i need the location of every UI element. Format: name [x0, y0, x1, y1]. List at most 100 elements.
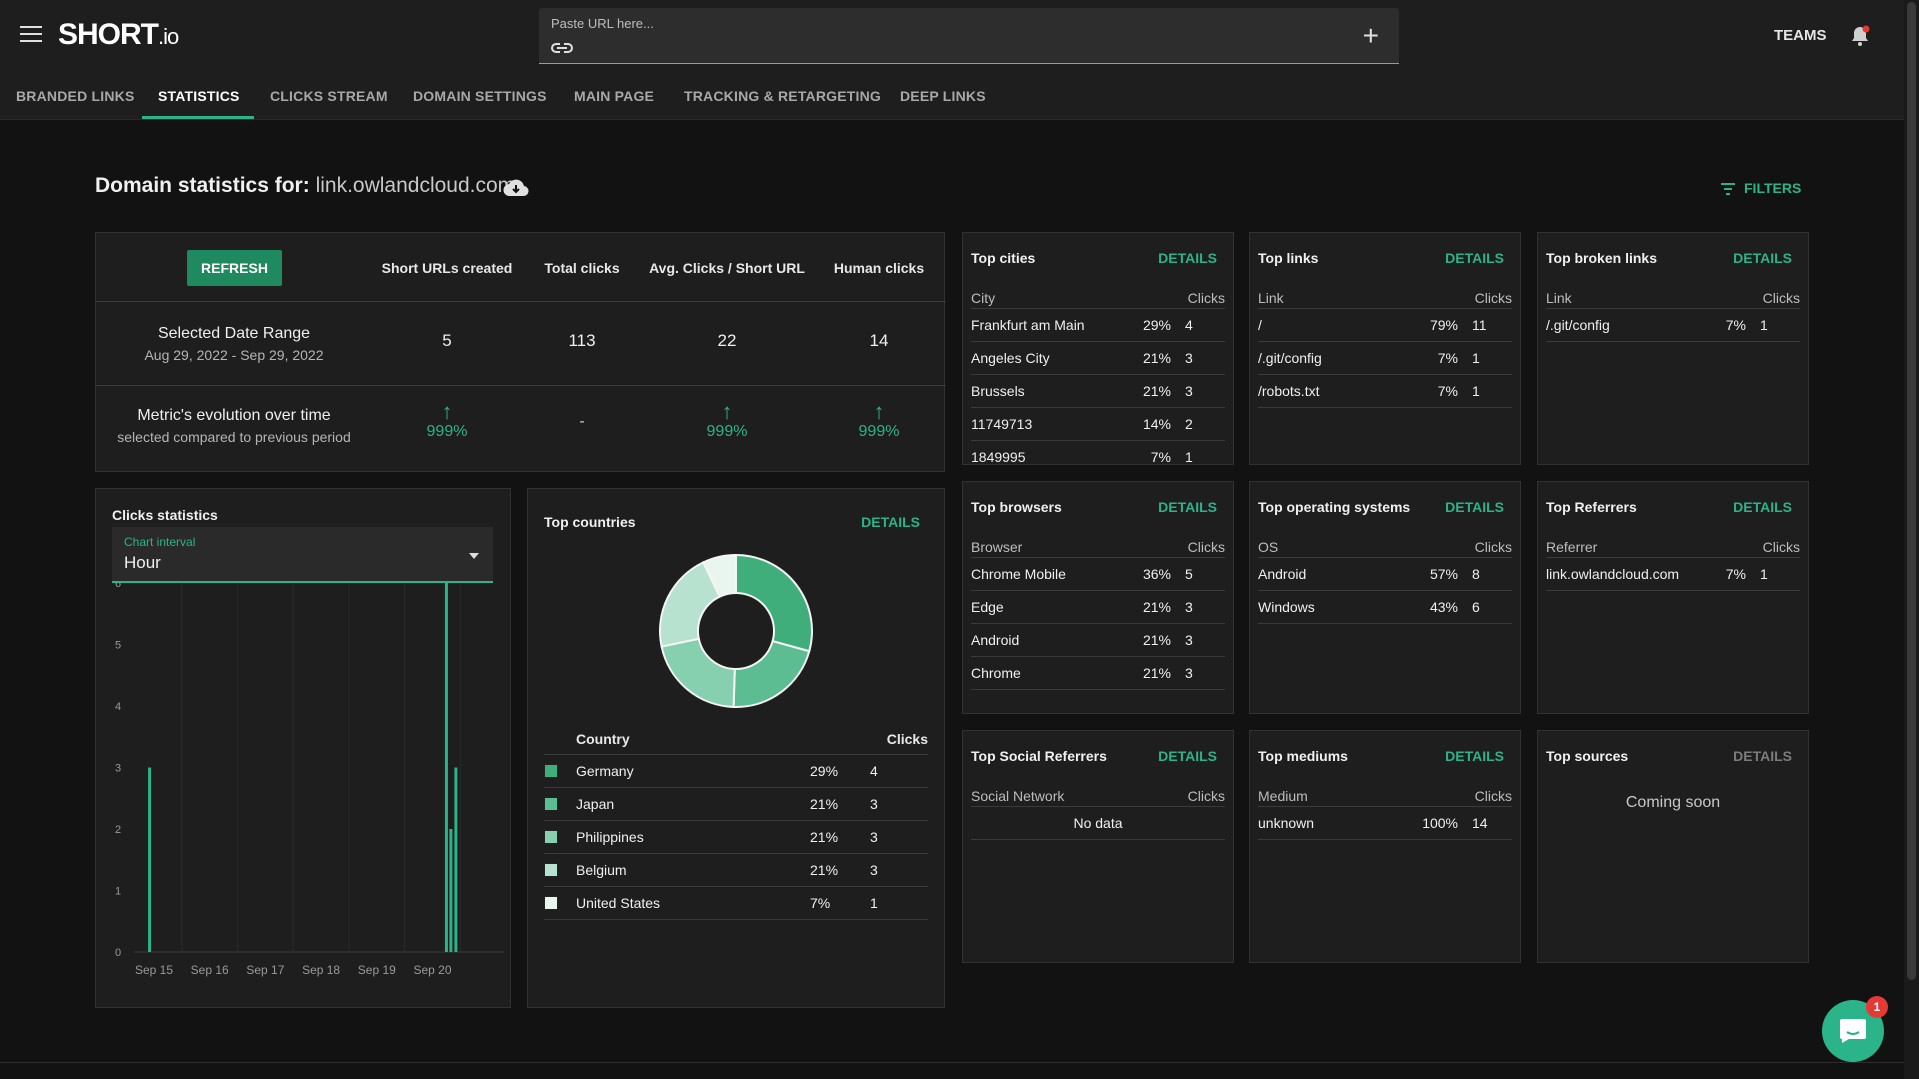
- human-clicks-value: 14: [869, 331, 889, 350]
- donut-slice: [735, 553, 813, 653]
- details-button[interactable]: DETAILS: [1445, 748, 1504, 764]
- metric-evolution: Metric's evolution over time selected com…: [117, 407, 351, 445]
- legend-swatch: [544, 830, 558, 844]
- details-button[interactable]: DETAILS: [1733, 748, 1792, 764]
- link-icon: [551, 43, 573, 53]
- table-row: unknown 100% 14: [1258, 807, 1512, 840]
- notifications-bell-icon[interactable]: [1850, 25, 1870, 47]
- refresh-button[interactable]: REFRESH: [187, 250, 282, 286]
- col-short-urls-created: Short URLs created: [381, 260, 513, 276]
- details-button[interactable]: DETAILS: [1445, 250, 1504, 266]
- tab-tracking-retargeting[interactable]: TRACKING & RETARGETING: [684, 88, 882, 104]
- table-row: Brussels 21% 3: [971, 375, 1225, 408]
- cloud-download-icon[interactable]: [503, 179, 529, 197]
- tab-deep-links[interactable]: DEEP LINKS: [900, 88, 986, 104]
- tab-branded-links[interactable]: BRANDED LINKS: [16, 88, 135, 104]
- clicks-chart: 0 1 2 3 4 5 6 Sep 15 Sep 16 Sep 17 Sep 18 Sep 19 Sep…: [115, 583, 504, 977]
- panel-title: Top sources: [1546, 748, 1629, 764]
- x-tick-label: Sep 20: [413, 963, 451, 977]
- details-button[interactable]: DETAILS: [1158, 250, 1217, 266]
- evo-avg-clicks: ↑ 999%: [642, 401, 812, 441]
- y-tick-label: 5: [115, 640, 121, 652]
- details-button[interactable]: DETAILS: [1445, 499, 1504, 515]
- country-row: Germany 29% 4: [544, 755, 928, 788]
- filters-button[interactable]: FILTERS: [1720, 180, 1801, 196]
- tab-statistics[interactable]: STATISTICS: [158, 88, 240, 104]
- y-tick-label: 3: [115, 763, 121, 775]
- filter-icon: [1721, 183, 1735, 195]
- countries-details-button[interactable]: DETAILS: [861, 514, 920, 530]
- dropdown-caret-icon: [469, 553, 479, 559]
- tab-domain-settings[interactable]: DOMAIN SETTINGS: [413, 88, 547, 104]
- col-avg-clicks: Avg. Clicks / Short URL: [649, 260, 805, 276]
- table-row: Chrome Mobile 36% 5: [971, 558, 1225, 591]
- y-tick-label: 2: [115, 824, 121, 836]
- y-tick-label: 6: [115, 583, 121, 590]
- x-tick-label: Sep 15: [135, 963, 173, 977]
- details-button[interactable]: DETAILS: [1158, 499, 1217, 515]
- arrow-up-icon: ↑: [873, 399, 885, 424]
- x-tick-label: Sep 19: [358, 963, 396, 977]
- hamburger-menu-icon[interactable]: [20, 26, 42, 44]
- coming-soon-text: Coming soon: [1625, 794, 1721, 811]
- panel-title: Top broken links: [1546, 250, 1657, 266]
- clicks-statistics-card: Clicks statistics Chart interval Hour 0 1…: [95, 488, 511, 1008]
- countries-donut-chart: [659, 553, 813, 708]
- chart-bar: [454, 767, 458, 952]
- table-row: Android 21% 3: [971, 624, 1225, 657]
- panel-sources: Top sources DETAILS Coming soon: [1537, 730, 1809, 963]
- tab-clicks-stream[interactable]: CLICKS STREAM: [270, 88, 388, 104]
- x-tick-label: Sep 17: [246, 963, 284, 977]
- country-row: Japan 21% 3: [544, 788, 928, 821]
- date-range: Selected Date Range Aug 29, 2022 - Sep 29…: [144, 325, 324, 363]
- table-row: Android 57% 8: [1258, 558, 1512, 591]
- panel-title: Top links: [1258, 250, 1319, 266]
- table-row: 11749713 14% 2: [971, 408, 1225, 441]
- details-button[interactable]: DETAILS: [1733, 499, 1792, 515]
- arrow-up-icon: ↑: [721, 399, 733, 424]
- logo[interactable]: SHORT.io: [58, 18, 179, 51]
- chart-interval-select[interactable]: Chart interval Hour: [112, 527, 493, 583]
- tab-main-page[interactable]: MAIN PAGE: [574, 88, 655, 104]
- panel-table: Browser Clicks Chrome Mobile 36% 5 Edge 21% 3 An…: [971, 536, 1225, 690]
- chat-icon: [1840, 1019, 1866, 1043]
- panel-os: Top operating systems DETAILS OS Clicks Andr…: [1249, 481, 1521, 714]
- divider: [96, 301, 946, 302]
- page-title: Domain statistics for: link.owlandcloud.…: [95, 174, 516, 197]
- panel-table: Social Network Clicks No data: [971, 785, 1225, 840]
- donut-slice: [732, 639, 811, 708]
- details-button[interactable]: DETAILS: [1158, 748, 1217, 764]
- details-button[interactable]: DETAILS: [1733, 250, 1792, 266]
- teams-button[interactable]: TEAMS: [1774, 27, 1827, 44]
- legend-swatch: [544, 896, 558, 910]
- panel-social: Top Social Referrers DETAILS Social Networ…: [962, 730, 1234, 963]
- x-tick-label: Sep 16: [191, 963, 229, 977]
- x-tick-label: Sep 18: [302, 963, 340, 977]
- table-row: Windows 43% 6: [1258, 591, 1512, 624]
- url-input-placeholder: Paste URL here...: [551, 16, 654, 31]
- chart-bar: [449, 829, 453, 952]
- donut-slice: [702, 553, 737, 599]
- panel-title: Top browsers: [971, 499, 1062, 515]
- scrollbar[interactable]: [1904, 0, 1919, 1079]
- top-app-bar: SHORT.io Paste URL here... + TEAMS: [0, 0, 1904, 72]
- evo-total-clicks: -: [579, 413, 585, 430]
- footer-divider: [0, 1062, 1904, 1063]
- short-urls-value: 5: [442, 331, 452, 350]
- y-tick-label: 0: [115, 947, 121, 959]
- panel-title: Top cities: [971, 250, 1036, 266]
- avg-clicks-value: 22: [717, 331, 737, 350]
- legend-swatch: [544, 797, 558, 811]
- chat-launcher-button[interactable]: 1: [1822, 996, 1888, 1062]
- tabs-bar: [0, 72, 1904, 120]
- add-link-icon[interactable]: +: [1362, 20, 1379, 51]
- summary-card: REFRESH Short URLs created Total clicks …: [95, 232, 946, 472]
- url-input[interactable]: Paste URL here... +: [539, 8, 1399, 64]
- panel-broken: Top broken links DETAILS Link Clicks/.git/c…: [1537, 232, 1809, 465]
- table-row: /.git/config 7% 1: [1546, 309, 1800, 342]
- evo-human-clicks: ↑ 999%: [812, 401, 946, 441]
- table-row: /robots.txt 7% 1: [1258, 375, 1512, 408]
- donut-slice: [660, 637, 736, 708]
- arrow-up-icon: ↑: [441, 399, 453, 424]
- clicks-statistics-title: Clicks statistics: [112, 507, 218, 523]
